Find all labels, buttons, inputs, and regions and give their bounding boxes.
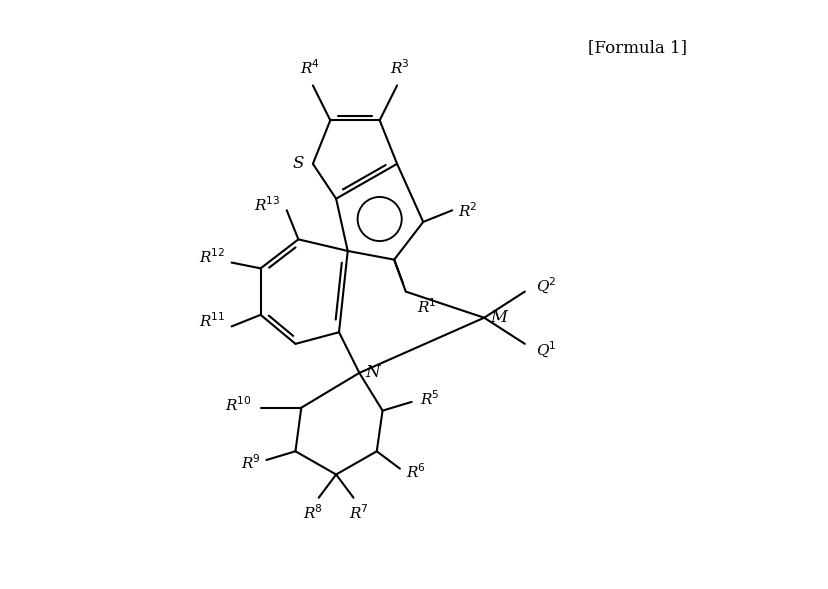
Text: R$^7$: R$^7$ bbox=[349, 504, 368, 522]
Text: Q$^2$: Q$^2$ bbox=[536, 276, 556, 296]
Text: R$^1$: R$^1$ bbox=[417, 297, 436, 316]
Text: N: N bbox=[364, 365, 379, 382]
Text: R$^3$: R$^3$ bbox=[390, 58, 409, 77]
Text: R$^8$: R$^8$ bbox=[302, 504, 322, 522]
Text: R$^{13}$: R$^{13}$ bbox=[254, 195, 281, 214]
Text: R$^6$: R$^6$ bbox=[405, 462, 426, 481]
Text: Q$^1$: Q$^1$ bbox=[536, 340, 556, 360]
Text: R$^2$: R$^2$ bbox=[458, 201, 477, 220]
Text: R$^9$: R$^9$ bbox=[240, 454, 260, 472]
Text: R$^{11}$: R$^{11}$ bbox=[200, 311, 225, 330]
Text: R$^{12}$: R$^{12}$ bbox=[200, 247, 225, 266]
Text: [Formula 1]: [Formula 1] bbox=[588, 39, 686, 56]
Text: R$^4$: R$^4$ bbox=[300, 58, 320, 77]
Text: S: S bbox=[292, 155, 304, 173]
Text: M: M bbox=[489, 309, 507, 326]
Text: R$^{10}$: R$^{10}$ bbox=[225, 395, 252, 414]
Text: R$^5$: R$^5$ bbox=[420, 390, 440, 408]
